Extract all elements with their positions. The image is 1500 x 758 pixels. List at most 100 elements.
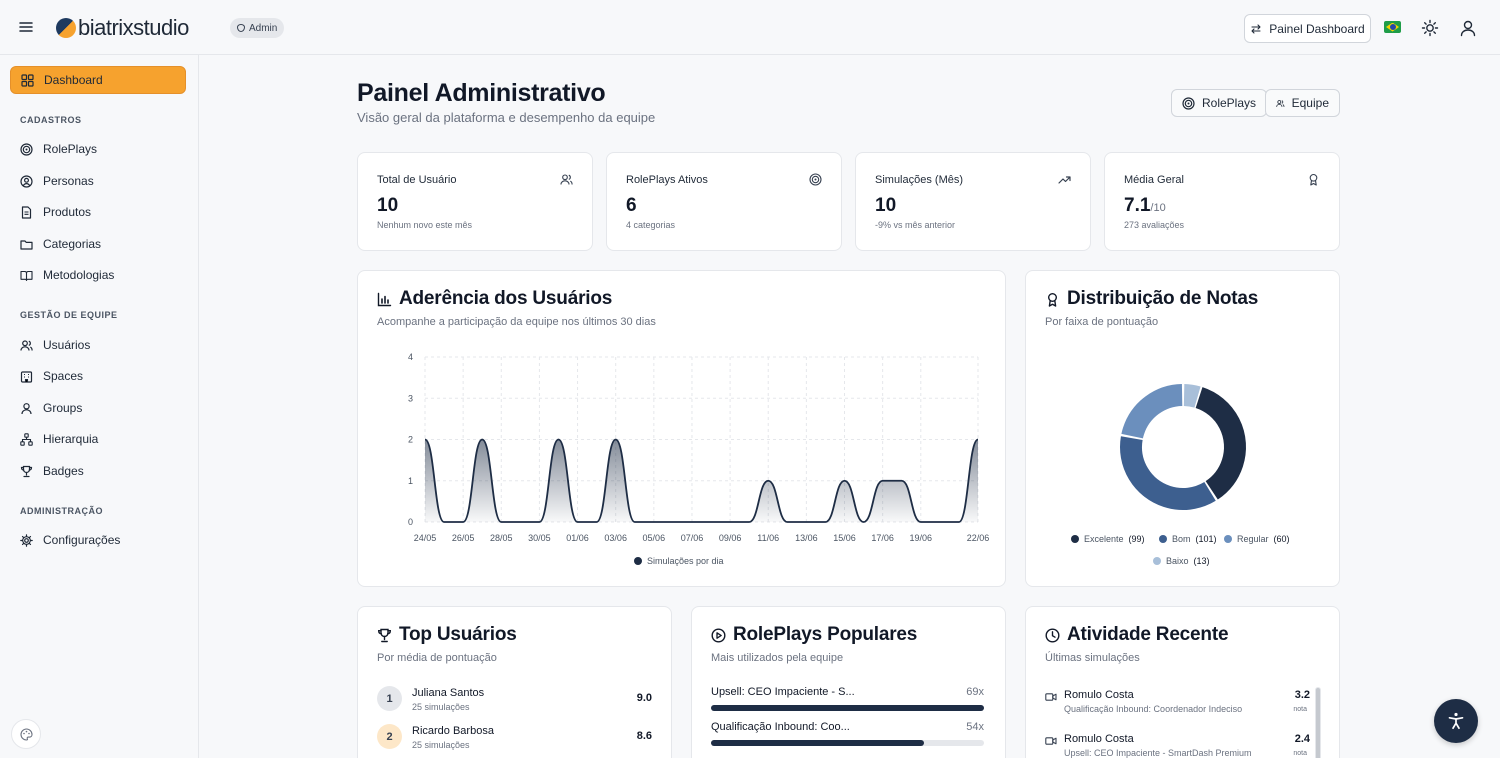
x-tick-label: 13/06 <box>795 533 818 543</box>
recent-activity-card: Atividade Recente Últimas simulações Rom… <box>1025 606 1340 758</box>
distribution-title: Distribuição de Notas <box>1045 288 1258 310</box>
legend-label: Simulações por dia <box>647 556 724 566</box>
app-logo[interactable]: biatrixstudio <box>56 15 189 40</box>
sidebar-item-hierarquia[interactable]: Hierarquia <box>10 425 186 453</box>
stat-value: 6 <box>626 195 637 216</box>
award-icon <box>1309 173 1318 186</box>
sidebar-item-personas[interactable]: Personas <box>10 167 186 195</box>
stat-card-media-geral: Média Geral 7.1/10 273 avaliações <box>1104 152 1340 251</box>
sidebar-item-label: Personas <box>43 174 94 188</box>
page-title: Painel Administrativo <box>357 79 606 107</box>
sun-icon[interactable] <box>1421 19 1439 37</box>
rank-badge: 1 <box>377 686 402 711</box>
top-bar: biatrixstudio Admin Painel Dashboard <box>0 0 1500 55</box>
section-label-administracao: ADMINISTRAÇÃO <box>20 506 103 516</box>
document-icon <box>21 205 32 219</box>
sidebar-item-label: Usuários <box>43 338 91 352</box>
top-users-card: Top Usuários Por média de pontuação 1 Ju… <box>357 606 672 758</box>
adherence-area-chart[interactable]: 0 1 2 3 4 24/05 26/05 28/05 30/05 01/06 03/06 05/06… <box>358 341 1005 571</box>
y-tick-label: 0 <box>408 517 413 527</box>
x-tick-label: 11/06 <box>757 533 779 543</box>
y-tick-label: 4 <box>408 352 413 362</box>
user-circle-icon <box>20 174 33 188</box>
stat-subtext: 273 avaliações <box>1124 220 1185 230</box>
activity-scrollbar-thumb[interactable] <box>1316 688 1320 758</box>
x-tick-label: 15/06 <box>833 533 856 543</box>
sidebar-item-produtos[interactable]: Produtos <box>10 198 186 226</box>
sidebar-item-badges[interactable]: Badges <box>10 457 186 485</box>
adherence-title: Aderência dos Usuários <box>377 288 612 310</box>
x-tick-label: 28/05 <box>490 533 513 543</box>
roleplay-count: 69x <box>966 686 984 698</box>
top-user-row[interactable]: 2 Ricardo Barbosa 25 simulações 8.6 <box>377 722 652 752</box>
roleplay-usage-bar <box>711 705 984 711</box>
stat-value: 10 <box>377 195 399 216</box>
x-tick-label: 19/06 <box>910 533 933 543</box>
sidebar-item-categorias[interactable]: Categorias <box>10 230 186 258</box>
target-icon <box>20 142 33 156</box>
sidebar-item-roleplays[interactable]: RolePlays <box>10 135 186 163</box>
trophy-icon <box>20 465 33 477</box>
donut-slice-bom[interactable] <box>1118 382 1248 512</box>
legend-bom: Bom (101) <box>1159 534 1217 544</box>
activity-roleplay: Upsell: CEO Impaciente - SmartDash Premi… <box>1064 748 1252 758</box>
x-tick-label: 01/06 <box>566 533 589 543</box>
sidebar-item-label: RolePlays <box>43 142 98 156</box>
activity-scrollbar[interactable] <box>1315 687 1321 758</box>
dashboard-grid-icon <box>21 73 34 87</box>
legend-dot <box>634 557 642 565</box>
popular-roleplays-card: RolePlays Populares Mais utilizados pela… <box>691 606 1006 758</box>
x-tick-label: 26/05 <box>452 533 475 543</box>
x-tick-label: 17/06 <box>871 533 894 543</box>
x-tick-label: 07/06 <box>681 533 704 543</box>
user-group-icon <box>21 402 32 414</box>
sidebar-item-spaces[interactable]: Spaces <box>10 362 186 390</box>
donut-slice-regular[interactable] <box>1118 382 1248 512</box>
user-icon[interactable] <box>1459 19 1477 37</box>
series-line[interactable] <box>424 438 979 523</box>
sidebar-item-dashboard[interactable]: Dashboard <box>10 66 186 94</box>
stat-card-roleplays-ativos: RolePlays Ativos 6 4 categorias <box>606 152 842 251</box>
section-label-gestao: GESTÃO DE EQUIPE <box>20 310 118 320</box>
hamburger-menu-icon[interactable] <box>18 19 34 35</box>
palette-icon <box>20 727 33 741</box>
top-user-row[interactable]: 1 Juliana Santos 25 simulações 9.0 <box>377 684 652 714</box>
x-tick-label: 09/06 <box>719 533 742 543</box>
role-badge: Admin <box>230 18 285 38</box>
recent-activity-title: Atividade Recente <box>1045 624 1229 646</box>
activity-score: 3.2 <box>1294 689 1310 701</box>
sidebar-item-label: Badges <box>43 464 84 478</box>
bar-chart-icon <box>377 292 392 306</box>
x-tick-label: 22/06 <box>967 533 990 543</box>
stat-subtext: -9% vs mês anterior <box>875 220 956 230</box>
sidebar-item-label: Spaces <box>43 369 84 383</box>
sidebar-item-configuracoes[interactable]: Configurações <box>10 526 186 554</box>
sidebar-item-label: Metodologias <box>43 268 115 282</box>
popular-roleplays-title: RolePlays Populares <box>711 624 917 646</box>
sidebar-item-label: Produtos <box>43 205 92 219</box>
sidebar-item-groups[interactable]: Groups <box>10 394 186 422</box>
hierarchy-icon <box>20 432 33 446</box>
stat-label: Média Geral <box>1124 174 1184 186</box>
legend-regular: Regular (60) <box>1224 534 1290 544</box>
trending-up-icon <box>1058 176 1071 184</box>
activity-score: 2.4 <box>1294 733 1310 745</box>
award-icon <box>1048 292 1057 307</box>
distribution-donut-chart[interactable] <box>1118 382 1248 512</box>
stat-card-total-usuarios: Total de Usuário 10 Nenhum novo este mês <box>357 152 593 251</box>
settings-shortcut-button[interactable] <box>11 719 41 749</box>
accessibility-icon <box>1448 712 1464 730</box>
assistant-fab-button[interactable] <box>1434 699 1478 743</box>
sidebar-item-usuarios[interactable]: Usuários <box>10 331 186 359</box>
roleplays-button[interactable]: RolePlays <box>1171 89 1268 117</box>
activity-user-name: Romulo Costa <box>1064 733 1134 745</box>
sidebar-item-metodologias[interactable]: Metodologias <box>10 261 186 289</box>
equipe-button[interactable]: Equipe <box>1265 89 1340 117</box>
brazil-flag-icon[interactable] <box>1384 21 1401 33</box>
stat-label: RolePlays Ativos <box>626 174 708 186</box>
stat-value-suffix: /10 <box>1150 202 1166 214</box>
logo-text: biatrixstudio <box>78 15 189 40</box>
painel-dashboard-button[interactable]: Painel Dashboard <box>1244 14 1371 43</box>
stat-subtext: Nenhum novo este mês <box>377 220 473 230</box>
user-name: Juliana Santos <box>412 687 485 699</box>
